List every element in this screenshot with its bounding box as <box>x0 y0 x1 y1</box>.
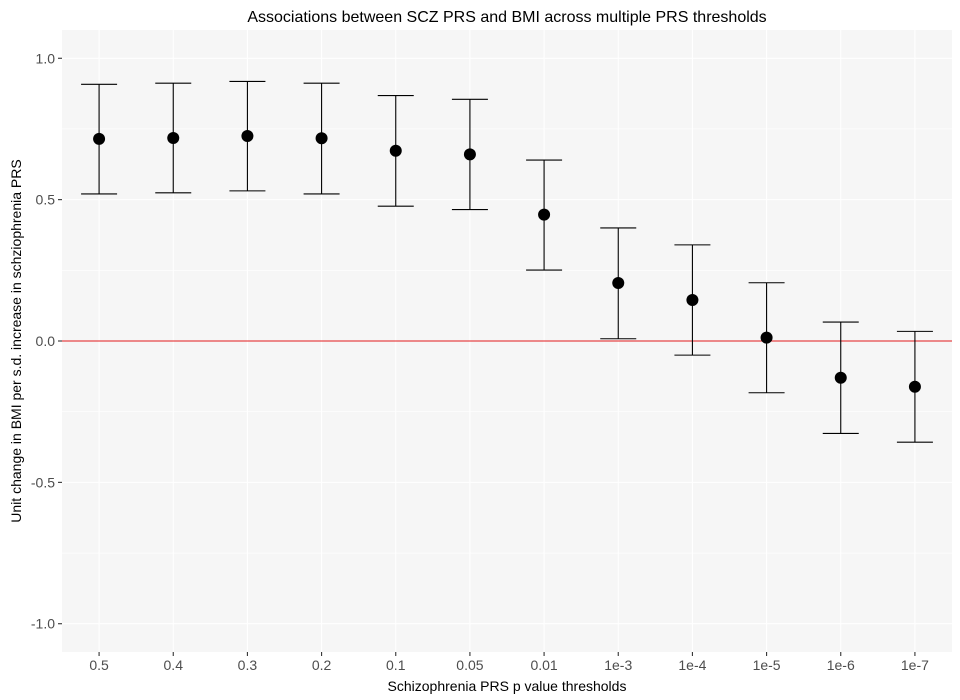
data-point <box>463 148 476 161</box>
y-axis-ticks: -1.0 -0.5 0.0 0.5 1.0 <box>31 50 62 632</box>
data-point <box>612 277 625 290</box>
y-tick-label: 0.5 <box>36 192 56 208</box>
x-tick-label: 1e-3 <box>604 657 632 673</box>
x-tick-label: 0.1 <box>386 657 406 673</box>
y-tick-label: -1.0 <box>31 616 55 632</box>
data-point <box>686 294 699 307</box>
x-tick-label: 0.4 <box>164 657 184 673</box>
x-tick-label: 0.01 <box>530 657 557 673</box>
x-tick-label: 0.05 <box>456 657 483 673</box>
data-point <box>760 331 773 344</box>
y-tick-label: -0.5 <box>31 474 55 490</box>
data-point <box>167 132 180 145</box>
y-tick-label: 0.0 <box>36 333 56 349</box>
x-tick-label: 0.3 <box>238 657 258 673</box>
data-points <box>93 130 921 393</box>
x-tick-label: 0.5 <box>89 657 109 673</box>
y-tick-label: 1.0 <box>36 50 56 66</box>
x-tick-label: 1e-5 <box>753 657 781 673</box>
x-tick-label: 1e-4 <box>678 657 706 673</box>
data-point <box>315 132 328 145</box>
minor-gridlines <box>62 128 952 554</box>
x-axis-title: Schizophrenia PRS p value thresholds <box>388 678 627 694</box>
data-point <box>908 380 921 393</box>
data-point <box>538 208 551 221</box>
data-point <box>389 144 402 157</box>
data-point <box>93 132 106 145</box>
data-point <box>834 371 847 384</box>
data-point <box>241 130 254 143</box>
y-axis-title: Unit change in BMI per s.d. increase in … <box>8 159 24 522</box>
x-tick-label: 1e-6 <box>827 657 855 673</box>
x-tick-label: 0.2 <box>312 657 332 673</box>
x-axis-ticks: 0.5 0.4 0.3 0.2 0.1 0.05 0.01 1e-3 1e-4 1e-5 1e-6 1… <box>89 652 929 673</box>
chart-title: Associations between SCZ PRS and BMI acr… <box>247 9 766 26</box>
x-tick-label: 1e-7 <box>901 657 929 673</box>
